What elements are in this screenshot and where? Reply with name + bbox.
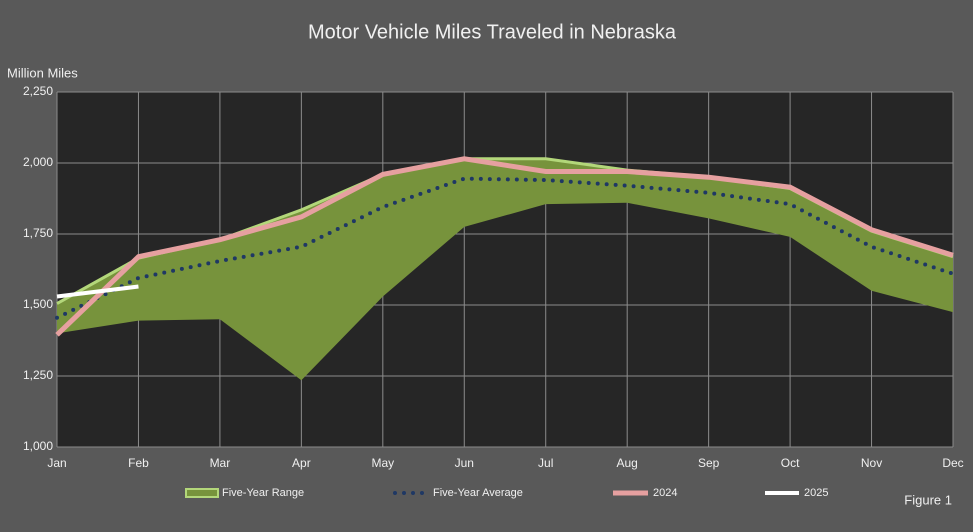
x-tick-label: Aug <box>617 456 638 470</box>
legend-swatch <box>185 488 219 498</box>
y-tick-label: 2,250 <box>23 84 53 98</box>
legend-label: 2024 <box>653 487 677 499</box>
y-tick-label: 1,500 <box>23 297 53 311</box>
range-area <box>57 158 953 381</box>
series-line <box>55 156 954 337</box>
x-tick-label: Feb <box>128 456 149 470</box>
x-tick-label: Mar <box>210 456 231 470</box>
y-tick-label: 2,000 <box>23 155 53 169</box>
x-tick-label: Dec <box>942 456 963 470</box>
legend-label: 2025 <box>804 487 828 499</box>
series-line <box>56 284 139 299</box>
x-tick-label: Jun <box>455 456 474 470</box>
y-tick-label: 1,000 <box>23 439 53 453</box>
x-tick-label: Jan <box>47 456 66 470</box>
y-tick-label: 1,250 <box>23 368 53 382</box>
x-tick-label: Jul <box>538 456 553 470</box>
legend-label: Five-Year Range <box>222 487 304 499</box>
legend-label: Five-Year Average <box>433 487 523 499</box>
x-tick-label: May <box>371 456 394 470</box>
y-axis-label: Million Miles <box>7 65 78 80</box>
y-tick-label: 1,750 <box>23 226 53 240</box>
x-tick-label: Nov <box>861 456 882 470</box>
figure-label: Figure 1 <box>904 492 952 507</box>
x-tick-label: Sep <box>698 456 720 470</box>
x-tick-label: Apr <box>292 456 311 470</box>
chart-title: Motor Vehicle Miles Traveled in Nebraska <box>308 21 677 43</box>
series-line <box>55 176 955 320</box>
x-tick-label: Oct <box>781 456 800 470</box>
